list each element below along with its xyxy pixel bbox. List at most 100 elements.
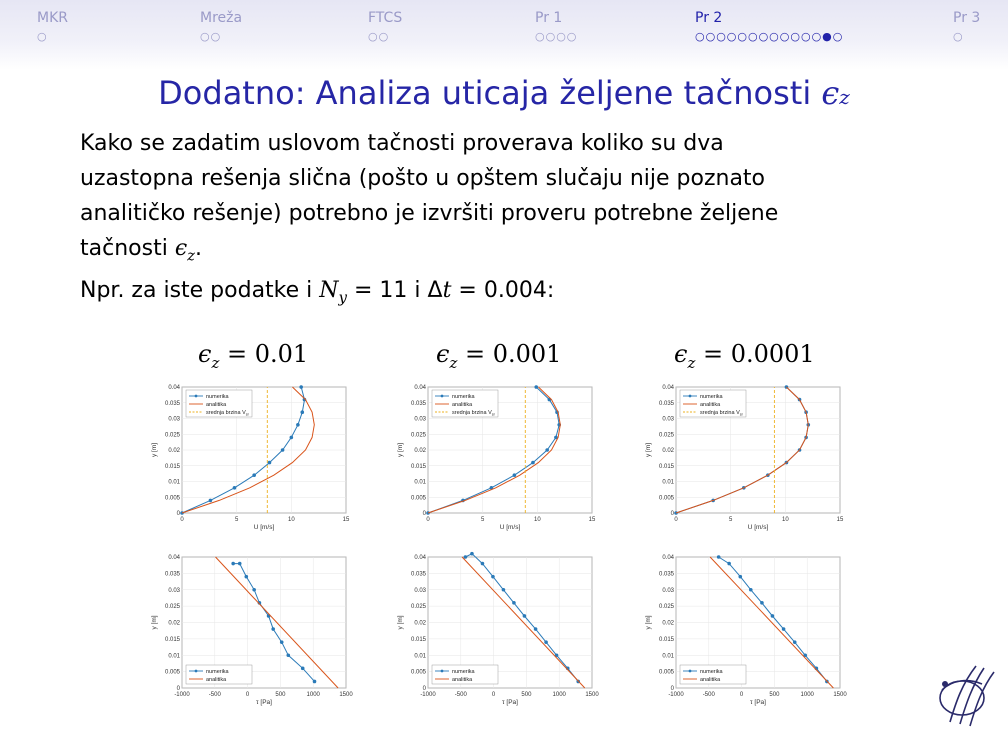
nav-item-pr3[interactable]: Pr 3 [953, 10, 981, 26]
data-point-numerika [533, 627, 538, 631]
panel-label-3-symbol: ϵ [674, 340, 688, 368]
x-tick-label: 5 [481, 517, 485, 523]
legend-label: numerika [700, 669, 724, 675]
y-tick-label: 0.005 [659, 670, 675, 676]
nav-item-mreza[interactable]: Mreža [200, 10, 243, 26]
panel-label-1: ϵz = 0.01 [198, 340, 308, 372]
y-tick-label: 0.03 [662, 417, 674, 423]
y-tick-label: 0 [671, 511, 675, 517]
panel-label-2-value: = 0.001 [457, 340, 562, 368]
legend-label: numerika [700, 394, 724, 400]
y-tick-label: 0.005 [659, 495, 675, 501]
slide-title: Dodatno: Analiza uticaja željene tačnost… [0, 74, 1008, 112]
data-point-numerika [531, 460, 535, 465]
nav-item-mkr[interactable]: MKR [37, 10, 68, 26]
y-tick-label: 0 [177, 686, 181, 692]
x-tick-label: 500 [769, 692, 780, 698]
velocity-chart-eps-0001: 0 5 10 15 0 0.005 0.01 0.015 0.02 0.025 0.03 0.035 0… [397, 385, 596, 531]
panel-label-1-symbol: ϵ [198, 340, 212, 368]
y-tick-label: 0.01 [662, 480, 674, 486]
body-ny-sub: y [338, 288, 348, 307]
data-point-numerika [554, 653, 559, 658]
y-tick-label: 0.035 [165, 571, 181, 577]
data-point-numerika [299, 385, 303, 389]
x-tick-label: 500 [521, 692, 532, 698]
y-axis-label: y [m] [151, 443, 158, 457]
legend-marker [688, 669, 692, 673]
data-point-numerika [716, 555, 721, 559]
legend-label-subscript: sr [492, 413, 496, 417]
panel-label-3: ϵz = 0.0001 [674, 340, 815, 372]
y-axis-label: y [m] [645, 443, 652, 457]
data-point-numerika [544, 640, 548, 644]
nav-item-pr1[interactable]: Pr 1 [535, 10, 563, 26]
nav-dots-pr2[interactable]: ○○○○○○○○○○○○●○ [695, 30, 844, 43]
legend-marker [194, 394, 198, 398]
nav-dots-pr3[interactable]: ○ [953, 30, 964, 43]
panel-label-2-symbol: ϵ [436, 340, 450, 368]
shear-chart-eps-00001: -1000 -500 0 500 1000 1500 0 0.005 0.01 0.015 0.02… [645, 555, 847, 706]
y-tick-label: 0 [423, 686, 427, 692]
panel-label-1-value: = 0.01 [219, 340, 309, 368]
y-axis-label: y [m] [645, 615, 652, 629]
data-point-numerika [501, 587, 506, 592]
data-point-numerika [792, 640, 797, 644]
panel-label-1-sub: z [211, 353, 220, 372]
legend-label: srednja brzina Vsr [206, 410, 250, 417]
x-axis-label: U [m/s] [748, 524, 769, 531]
y-tick-label: 0.005 [165, 495, 181, 501]
data-point-numerika [267, 460, 272, 465]
nav-item-ftcs[interactable]: FTCS [368, 10, 403, 26]
data-point-numerika [312, 679, 317, 684]
y-tick-label: 0.015 [411, 464, 427, 470]
university-logo-icon [939, 665, 995, 727]
y-tick-label: 0.02 [168, 621, 180, 627]
y-tick-label: 0.03 [414, 588, 426, 594]
y-tick-label: 0.005 [411, 495, 427, 501]
y-axis-label: y [m] [397, 615, 404, 629]
y-tick-label: 0.01 [168, 653, 180, 659]
y-tick-label: 0.03 [662, 588, 674, 594]
data-point-numerika [300, 666, 305, 671]
legend-label: analitika [206, 402, 227, 408]
x-tick-label: 15 [837, 517, 844, 523]
x-tick-label: 5 [729, 517, 733, 523]
series-line-analitika [181, 386, 315, 514]
nav-dots-ftcs[interactable]: ○○ [368, 30, 390, 43]
data-point-numerika [738, 574, 743, 579]
y-tick-label: 0.005 [411, 670, 427, 676]
y-tick-label: 0.01 [168, 480, 180, 486]
y-tick-label: 0.015 [165, 637, 181, 643]
series-line-analitika [427, 386, 561, 514]
body-ny: N [319, 278, 339, 304]
body-line-3: analitičko rešenje) potrebno je izvršiti… [80, 201, 779, 226]
x-axis-label: τ [Pa] [502, 699, 518, 706]
body-line-1: Kako se zadatim uslovom tačnosti provera… [80, 131, 724, 156]
y-tick-label: 0.02 [168, 448, 180, 454]
shear-chart-eps-0001: -1000 -500 0 500 1000 1500 0 0.005 0.01 0.015 0.02… [397, 551, 599, 706]
data-point-numerika [770, 614, 775, 618]
data-point-numerika [463, 555, 468, 559]
x-axis-label: U [m/s] [500, 524, 521, 531]
y-tick-label: 0.015 [659, 637, 675, 643]
nav-item-pr2[interactable]: Pr 2 [695, 10, 723, 26]
y-tick-label: 0.04 [168, 385, 180, 391]
body-eq1: = 11 i Δ [347, 278, 443, 304]
body-line-5-prefix: Npr. za iste podatke i [80, 278, 313, 304]
data-point-numerika [748, 587, 753, 592]
data-point-numerika [534, 385, 539, 389]
nav-dots-mkr[interactable]: ○ [37, 30, 48, 43]
slide-title-symbol: ϵ [821, 74, 840, 112]
data-point-numerika [554, 435, 558, 440]
panel-label-3-value: = 0.0001 [695, 340, 815, 368]
x-tick-label: 0 [740, 692, 744, 698]
legend-label: numerika [206, 669, 230, 675]
x-tick-label: 10 [782, 517, 789, 523]
legend-label: numerika [206, 394, 230, 400]
nav-dots-mreza[interactable]: ○○ [200, 30, 222, 43]
data-point-numerika [480, 561, 485, 566]
nav-dots-pr1[interactable]: ○○○○ [535, 30, 578, 43]
y-tick-label: 0.025 [659, 432, 675, 438]
y-tick-label: 0 [177, 511, 181, 517]
legend-label: analitika [452, 402, 473, 408]
